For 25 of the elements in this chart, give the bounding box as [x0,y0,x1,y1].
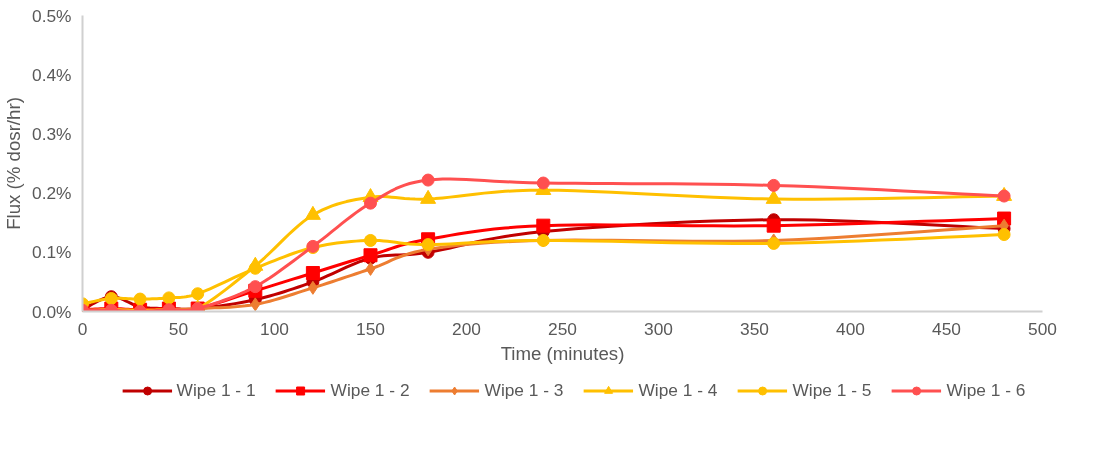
x-tick-label: 500 [1028,318,1057,339]
x-axis-title: Time (minutes) [500,342,625,364]
y-axis-title: Flux (% dosr/hr) [3,97,24,230]
x-tick-label: 250 [548,318,577,339]
y-tick-label: 0.4% [32,64,72,85]
x-tick-label: 350 [740,318,769,339]
x-tick-label: 50 [168,318,189,339]
y-tick-label: 0.2% [32,183,72,204]
legend-label: Wipe 1 - 2 [330,379,410,401]
legend-label: Wipe 1 - 1 [176,379,256,401]
x-tick-label: 150 [356,318,385,339]
x-tick-label: 300 [644,318,673,339]
y-tick-label: 0.0% [32,301,72,322]
legend-label: Wipe 1 - 3 [484,379,564,401]
y-tick-label: 0.3% [32,123,72,144]
x-tick-label: 200 [452,318,481,339]
x-tick-label: 450 [932,318,961,339]
x-tick-label: 100 [260,318,289,339]
y-tick-label: 0.1% [32,242,72,263]
legend-label: Wipe 1 - 4 [638,379,718,401]
y-tick-label: 0.5% [32,5,72,26]
x-tick-label: 400 [836,318,865,339]
legend-label: Wipe 1 - 5 [792,379,872,401]
legend-label: Wipe 1 - 6 [946,379,1026,401]
x-tick-label: 0 [77,318,88,339]
